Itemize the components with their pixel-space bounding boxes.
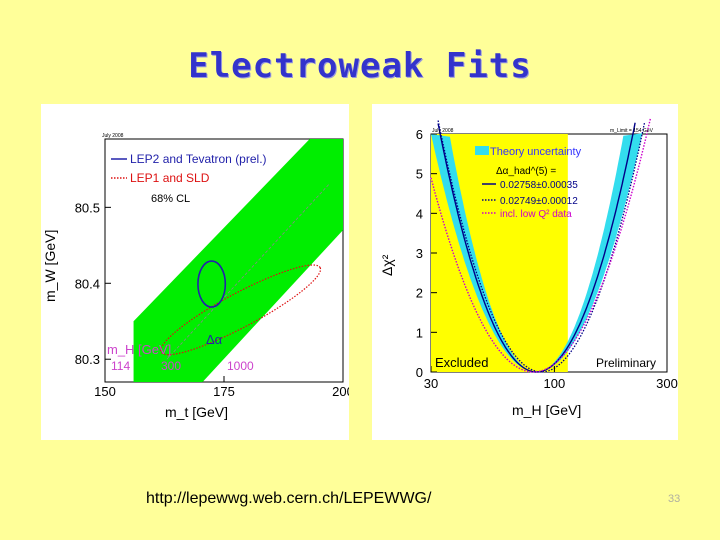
higgs-mass-300: 300 — [161, 359, 181, 373]
legend-delta-alpha: Δα_had^(5) = — [496, 166, 556, 177]
right-corner-label: m_Limit = 154 GeV — [610, 128, 654, 134]
right-y-tick-label-0: 0 — [416, 365, 423, 380]
right-x-tick-label-0: 30 — [424, 376, 438, 391]
left-x-tick-label-2: 200 — [332, 384, 349, 399]
left-y-tick-label-1: 80.4 — [75, 276, 100, 291]
source-url[interactable]: http://lepewwg.web.cern.ch/LEPEWWG/ — [146, 490, 432, 507]
left-x-tick-label-1: 175 — [213, 384, 235, 399]
slide-title: Electroweak Fits — [188, 46, 532, 86]
legend-label-lep1: LEP1 and SLD — [130, 171, 210, 185]
right-date-label: July 2008 — [432, 128, 454, 134]
legend-label-low-q2: incl. low Q² data — [500, 209, 572, 220]
higgs-mass-band — [133, 139, 343, 382]
right-x-tick-label-2: 300 — [656, 376, 678, 391]
right-y-tick-label-4: 4 — [416, 206, 423, 221]
theory-uncertainty-band — [431, 133, 643, 372]
right-y-tick-label-3: 3 — [416, 246, 423, 261]
left-x-axis-label: m_t [GeV] — [165, 404, 228, 420]
delta-chi2-chart-panel: 30 100 300 0 1 2 3 4 5 6 July 2008 m_Limit = 154 … — [372, 104, 678, 440]
delta-alpha-symbol: Δα — [206, 332, 223, 347]
higgs-mass-1000: 1000 — [227, 359, 254, 373]
left-y-tick-label-2: 80.5 — [75, 200, 100, 215]
left-x-tick-label-0: 150 — [94, 384, 116, 399]
left-date-label: July 2008 — [102, 133, 124, 139]
legend-label-dotted: 0.02749±0.00012 — [500, 196, 578, 207]
right-y-tick-label-2: 2 — [416, 286, 423, 301]
right-y-tick-label-6: 6 — [416, 127, 423, 142]
legend-label-lep2: LEP2 and Tevatron (prel.) — [130, 152, 267, 166]
lep1-sld-contour — [160, 264, 322, 356]
left-y-tick-label-0: 80.3 — [75, 352, 100, 367]
higgs-mass-114: 114 — [111, 359, 130, 373]
higgs-band-label: m_H [GeV] — [107, 342, 171, 357]
legend-label-band: Theory uncertainty — [490, 146, 582, 158]
lep2-tevatron-contour — [197, 260, 227, 308]
left-cl-label: 68% CL — [151, 193, 190, 205]
legend-label-main: 0.02758±0.00035 — [500, 180, 578, 191]
delta-chi2-chart: 30 100 300 0 1 2 3 4 5 6 July 2008 m_Limit = 154 … — [379, 118, 678, 418]
right-x-axis-label: m_H [GeV] — [512, 402, 581, 418]
right-y-tick-label-5: 5 — [416, 167, 423, 182]
preliminary-label: Preliminary — [596, 356, 656, 370]
legend-swatch-band — [475, 146, 489, 155]
left-y-axis-label: m_W [GeV] — [42, 230, 58, 302]
page-number: 33 — [668, 493, 681, 505]
right-x-tick-label-1: 100 — [544, 376, 566, 391]
mw-mt-chart: 150 175 200 80.3 80.4 80.5 July 2008 LEP2 and… — [42, 133, 349, 420]
right-y-axis-label: Δχ² — [379, 254, 395, 276]
excluded-label: Excluded — [435, 355, 488, 370]
mw-mt-chart-panel: 150 175 200 80.3 80.4 80.5 July 2008 LEP2 and… — [41, 104, 349, 440]
right-y-tick-label-1: 1 — [416, 325, 423, 340]
